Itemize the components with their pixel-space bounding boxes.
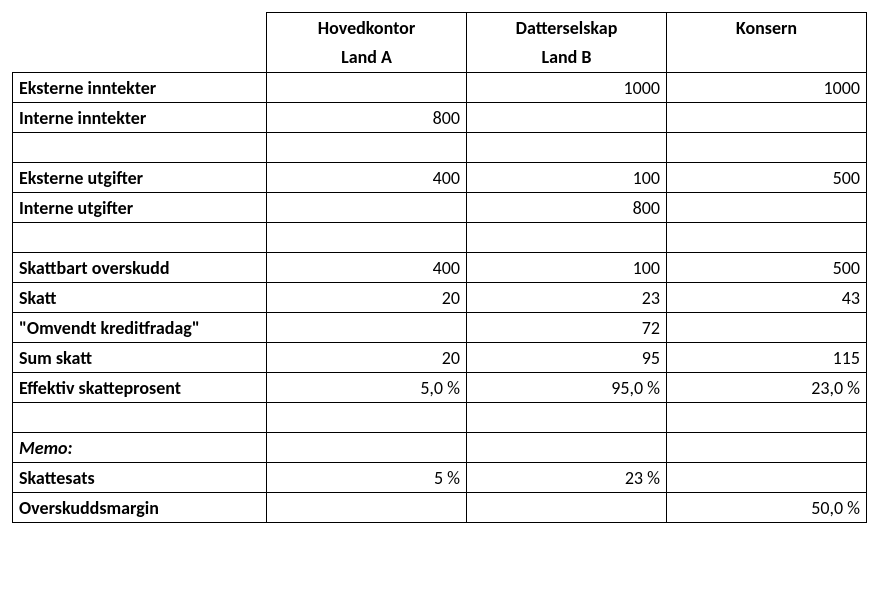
row-overskuddsmargin: Overskuddsmargin 50,0 % <box>13 493 867 523</box>
cell-effektiv-skatteprosent-c: 23,0 % <box>667 373 867 403</box>
cell-effektiv-skatteprosent-b: 95,0 % <box>467 373 667 403</box>
label-sum-skatt: Sum skatt <box>13 343 267 373</box>
header-blank <box>13 13 267 43</box>
cell-interne-inntekter-a: 800 <box>267 103 467 133</box>
row-eksterne-inntekter: Eksterne inntekter 1000 1000 <box>13 73 867 103</box>
label-memo: Memo: <box>13 433 267 463</box>
header-c-line2 <box>667 43 867 73</box>
row-skattesats: Skattesats 5 % 23 % <box>13 463 867 493</box>
cell-overskuddsmargin-c: 50,0 % <box>667 493 867 523</box>
label-effektiv-skatteprosent: Effektiv skatteprosent <box>13 373 267 403</box>
cell-eksterne-utgifter-c: 500 <box>667 163 867 193</box>
row-sum-skatt: Sum skatt 20 95 115 <box>13 343 867 373</box>
cell-sum-skatt-a: 20 <box>267 343 467 373</box>
cell-interne-utgifter-c <box>667 193 867 223</box>
label-skattbart-overskudd: Skattbart overskudd <box>13 253 267 283</box>
header-c-line1: Konsern <box>667 13 867 43</box>
header-b-line2: Land B <box>467 43 667 73</box>
row-interne-utgifter: Interne utgifter 800 <box>13 193 867 223</box>
row-spacer-2 <box>13 223 867 253</box>
cell-interne-inntekter-c <box>667 103 867 133</box>
cell-memo-a <box>267 433 467 463</box>
cell-memo-b <box>467 433 667 463</box>
row-effektiv-skatteprosent: Effektiv skatteprosent 5,0 % 95,0 % 23,0… <box>13 373 867 403</box>
tax-table: Hovedkontor Datterselskap Konsern Land A… <box>12 12 867 523</box>
cell-eksterne-utgifter-a: 400 <box>267 163 467 193</box>
cell-omvendt-kreditfradrag-b: 72 <box>467 313 667 343</box>
row-memo: Memo: <box>13 433 867 463</box>
label-interne-inntekter: Interne inntekter <box>13 103 267 133</box>
row-skatt: Skatt 20 23 43 <box>13 283 867 313</box>
label-eksterne-utgifter: Eksterne utgifter <box>13 163 267 193</box>
row-skattbart-overskudd: Skattbart overskudd 400 100 500 <box>13 253 867 283</box>
cell-skatt-a: 20 <box>267 283 467 313</box>
header-a-line1: Hovedkontor <box>267 13 467 43</box>
cell-sum-skatt-b: 95 <box>467 343 667 373</box>
cell-eksterne-inntekter-c: 1000 <box>667 73 867 103</box>
header-b-line1: Datterselskap <box>467 13 667 43</box>
label-interne-utgifter: Interne utgifter <box>13 193 267 223</box>
cell-skattesats-c <box>667 463 867 493</box>
cell-eksterne-inntekter-a <box>267 73 467 103</box>
cell-skattesats-b: 23 % <box>467 463 667 493</box>
label-skatt: Skatt <box>13 283 267 313</box>
row-spacer-1 <box>13 133 867 163</box>
row-omvendt-kreditfradrag: "Omvendt kreditfradag" 72 <box>13 313 867 343</box>
label-eksterne-inntekter: Eksterne inntekter <box>13 73 267 103</box>
cell-skatt-b: 23 <box>467 283 667 313</box>
cell-omvendt-kreditfradrag-c <box>667 313 867 343</box>
header-a-line2: Land A <box>267 43 467 73</box>
header-blank-2 <box>13 43 267 73</box>
cell-memo-c <box>667 433 867 463</box>
cell-skattesats-a: 5 % <box>267 463 467 493</box>
label-overskuddsmargin: Overskuddsmargin <box>13 493 267 523</box>
cell-skattbart-overskudd-b: 100 <box>467 253 667 283</box>
cell-interne-utgifter-a <box>267 193 467 223</box>
cell-eksterne-inntekter-b: 1000 <box>467 73 667 103</box>
row-spacer-3 <box>13 403 867 433</box>
row-eksterne-utgifter: Eksterne utgifter 400 100 500 <box>13 163 867 193</box>
cell-interne-utgifter-b: 800 <box>467 193 667 223</box>
cell-overskuddsmargin-a <box>267 493 467 523</box>
cell-eksterne-utgifter-b: 100 <box>467 163 667 193</box>
row-interne-inntekter: Interne inntekter 800 <box>13 103 867 133</box>
label-skattesats: Skattesats <box>13 463 267 493</box>
cell-overskuddsmargin-b <box>467 493 667 523</box>
cell-skattbart-overskudd-a: 400 <box>267 253 467 283</box>
cell-effektiv-skatteprosent-a: 5,0 % <box>267 373 467 403</box>
cell-skatt-c: 43 <box>667 283 867 313</box>
cell-omvendt-kreditfradrag-a <box>267 313 467 343</box>
cell-skattbart-overskudd-c: 500 <box>667 253 867 283</box>
header-row-1: Hovedkontor Datterselskap Konsern <box>13 13 867 43</box>
label-omvendt-kreditfradrag: "Omvendt kreditfradag" <box>13 313 267 343</box>
header-row-2: Land A Land B <box>13 43 867 73</box>
cell-interne-inntekter-b <box>467 103 667 133</box>
cell-sum-skatt-c: 115 <box>667 343 867 373</box>
